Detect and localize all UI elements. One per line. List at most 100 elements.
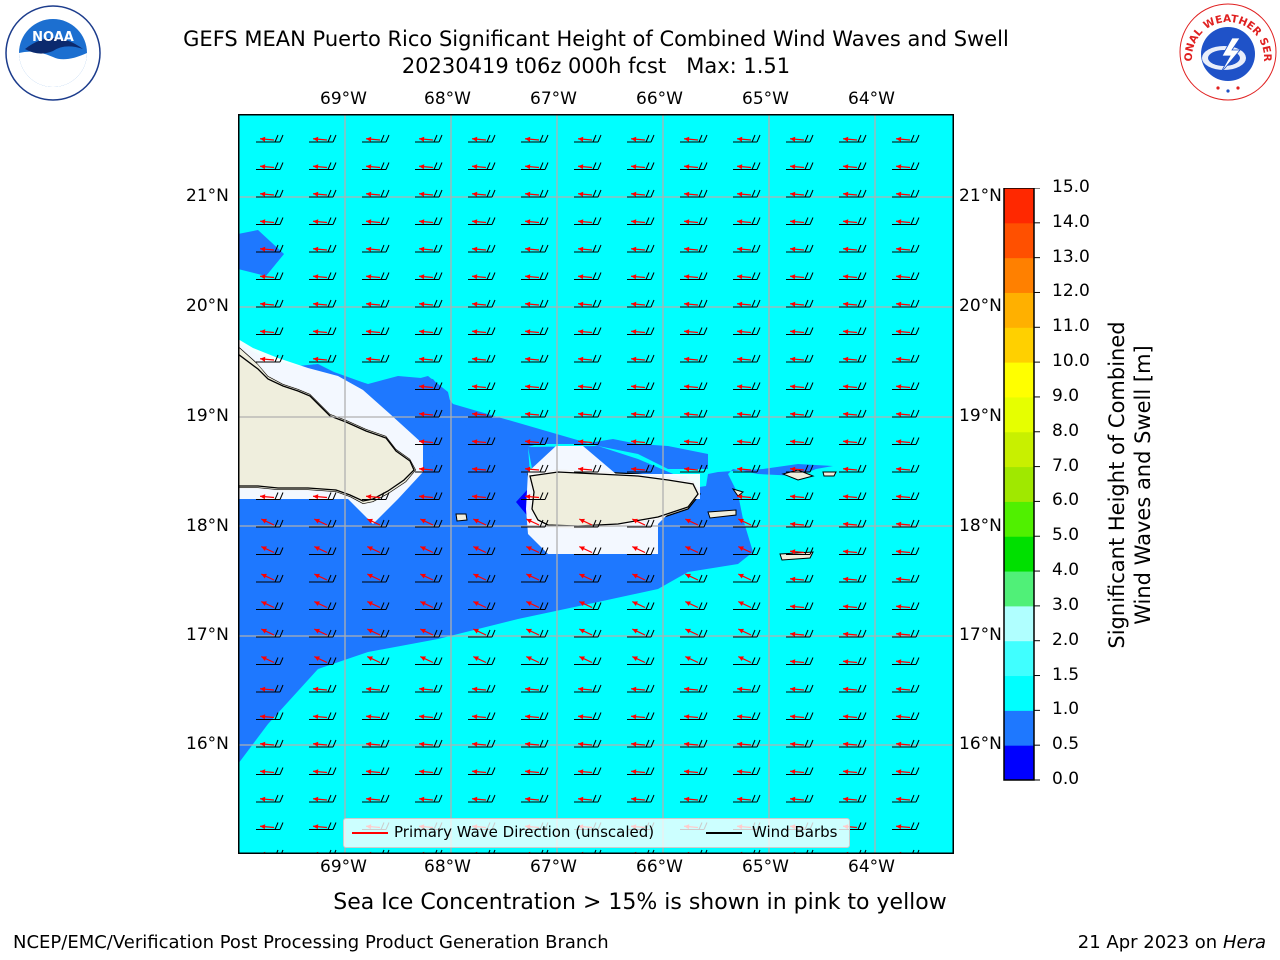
wave-arrow bbox=[526, 518, 540, 526]
wave-arrow bbox=[896, 714, 911, 720]
wave-arrow bbox=[260, 301, 275, 307]
wind-barb bbox=[574, 739, 602, 748]
wave-arrow bbox=[525, 439, 540, 445]
wave-arrow bbox=[790, 136, 805, 142]
wave-arrow bbox=[631, 384, 646, 390]
wind-barb bbox=[309, 162, 337, 170]
wave-arrow bbox=[420, 573, 434, 581]
wave-arrow bbox=[367, 601, 381, 609]
colorbar-tick-label: 13.0 bbox=[1052, 246, 1090, 267]
wave-arrow bbox=[419, 769, 434, 775]
wind-barb bbox=[521, 244, 549, 253]
wind-barb bbox=[839, 244, 867, 253]
wind-barb bbox=[680, 272, 708, 280]
wind-barb bbox=[733, 767, 761, 775]
wind-barb bbox=[892, 464, 920, 473]
wind-barb bbox=[839, 492, 867, 500]
wave-arrow bbox=[631, 164, 646, 170]
wave-arrow bbox=[260, 356, 275, 362]
wind-barb bbox=[627, 162, 655, 170]
wave-arrow bbox=[631, 301, 646, 307]
wave-arrow bbox=[737, 494, 752, 500]
wave-arrow bbox=[843, 411, 858, 417]
wind-barb bbox=[468, 162, 496, 170]
wave-arrow bbox=[525, 714, 540, 720]
wind-barb bbox=[892, 712, 920, 720]
wind-barb bbox=[839, 299, 867, 308]
wind-barb bbox=[680, 794, 708, 803]
wave-arrow bbox=[313, 494, 328, 500]
wave-arrow bbox=[631, 466, 646, 472]
noaa-logo-text: NOAA bbox=[32, 30, 74, 45]
wave-arrow bbox=[260, 714, 275, 720]
wave-arrow bbox=[579, 628, 593, 636]
wind-barb bbox=[733, 382, 761, 390]
wind-barb bbox=[627, 272, 655, 280]
wind-barb bbox=[786, 189, 814, 198]
wind-barb bbox=[468, 712, 496, 720]
wave-arrow bbox=[631, 741, 646, 747]
wave-arrow bbox=[843, 301, 858, 307]
wave-arrow bbox=[578, 191, 593, 197]
wind-barb bbox=[627, 327, 655, 335]
wave-arrow bbox=[472, 411, 487, 417]
wave-arrow bbox=[843, 686, 858, 692]
wave-arrow bbox=[419, 466, 434, 472]
wind-barb bbox=[256, 794, 284, 803]
colorbar-tick-label: 11.0 bbox=[1052, 316, 1090, 337]
wave-arrow bbox=[525, 769, 540, 775]
map-legend: Primary Wave Direction (unscaled) Wind B… bbox=[343, 818, 850, 848]
wave-arrow bbox=[737, 769, 752, 775]
wave-arrow bbox=[472, 329, 487, 335]
wave-arrow bbox=[737, 164, 752, 170]
wave-arrow bbox=[579, 518, 593, 526]
wind-barb bbox=[256, 629, 284, 638]
colorbar-tick-label: 1.0 bbox=[1052, 699, 1080, 720]
wind-barb bbox=[256, 574, 284, 583]
wave-arrow bbox=[790, 411, 805, 417]
wind-barb bbox=[892, 822, 920, 830]
wind-barb bbox=[521, 767, 549, 775]
wind-barb bbox=[468, 354, 496, 363]
wave-arrow bbox=[790, 164, 805, 170]
wind-barb bbox=[839, 354, 867, 363]
wind-barb bbox=[680, 244, 708, 253]
wave-arrow bbox=[261, 546, 275, 554]
wind-barb bbox=[733, 712, 761, 720]
wind-barb bbox=[839, 574, 867, 583]
wave-arrow bbox=[737, 219, 752, 225]
wave-arrow bbox=[525, 274, 540, 280]
wind-barb bbox=[362, 684, 390, 693]
wave-arrow bbox=[578, 686, 593, 692]
wind-barb bbox=[627, 602, 655, 610]
lon-tick-bottom-1: 69°W bbox=[320, 857, 367, 877]
wind-barb bbox=[362, 162, 390, 170]
wind-barb bbox=[627, 712, 655, 720]
wave-arrow bbox=[843, 769, 858, 775]
wave-arrow bbox=[367, 628, 381, 636]
wind-barb bbox=[415, 712, 443, 720]
wind-barb bbox=[521, 354, 549, 363]
colorbar-tick-label: 1.5 bbox=[1052, 664, 1080, 685]
wave-arrow bbox=[843, 631, 858, 637]
wind-barb bbox=[892, 794, 920, 803]
wind-barb bbox=[256, 189, 284, 198]
wave-arrow bbox=[631, 769, 646, 775]
wind-barb bbox=[256, 602, 284, 610]
wave-arrow bbox=[737, 741, 752, 747]
wind-barb bbox=[839, 272, 867, 280]
wave-arrow bbox=[578, 274, 593, 280]
wave-arrow bbox=[366, 769, 381, 775]
wind-barb bbox=[839, 629, 867, 638]
wave-arrow bbox=[261, 601, 275, 609]
wave-arrow bbox=[632, 601, 646, 609]
colorbar-tick-label: 3.0 bbox=[1052, 594, 1080, 615]
wind-barb bbox=[892, 657, 920, 665]
noaa-logo: NOAA bbox=[5, 5, 101, 101]
wind-barb bbox=[415, 794, 443, 803]
wave-arrow bbox=[790, 246, 805, 252]
wave-arrow bbox=[631, 191, 646, 197]
colorbar-tick-label: 0.5 bbox=[1052, 734, 1080, 755]
wind-barb bbox=[627, 629, 655, 638]
colorbar-tick-label: 6.0 bbox=[1052, 490, 1080, 511]
